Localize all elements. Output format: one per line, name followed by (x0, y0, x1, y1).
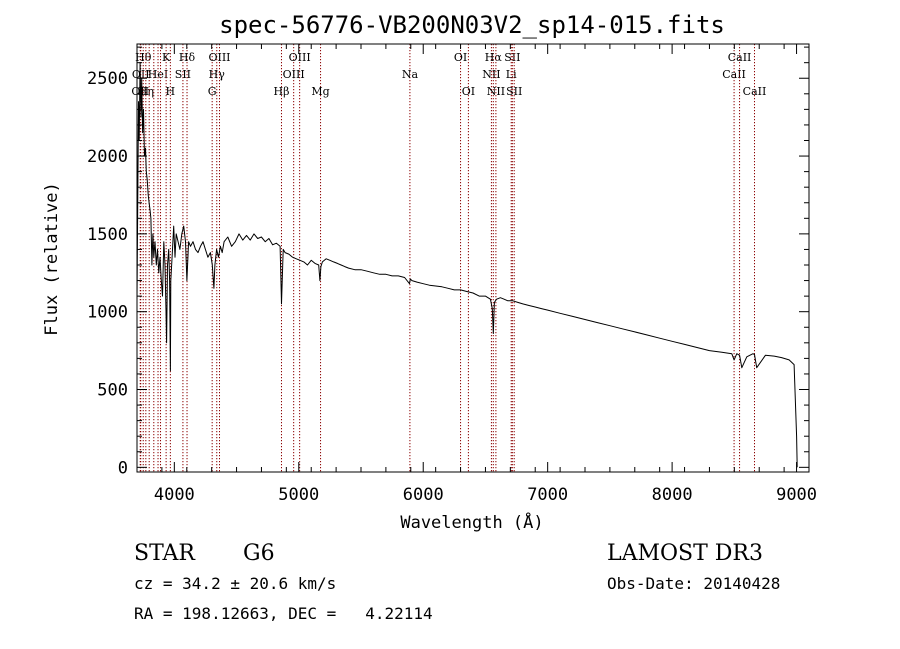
marker-label: H (166, 85, 176, 98)
marker-label: OIII (289, 51, 311, 64)
y-tick-label: 1000 (87, 303, 128, 323)
marker-label: G (208, 85, 217, 98)
marker-label: Li (506, 68, 517, 81)
y-tick-label: 500 (97, 381, 128, 401)
x-axis-label: Wavelength (Å) (400, 511, 543, 533)
y-tick-label: 2000 (87, 147, 128, 167)
marker-label: CaII (743, 85, 767, 98)
marker-label: K (162, 51, 171, 64)
marker-label: Hδ (179, 51, 196, 64)
x-tick-label: 6000 (403, 485, 444, 505)
axes: 4000 5000 6000 7000 8000 9000 0 500 1000 1500 2000… (87, 43, 817, 505)
survey-name: LAMOST DR3 (607, 541, 763, 566)
marker-label: OIII (208, 51, 230, 64)
marker-label: NII (487, 85, 505, 98)
marker-label: SII (504, 51, 520, 64)
marker-label: Hβ (274, 85, 290, 98)
y-tick-label: 2500 (87, 69, 128, 89)
x-tick-label: 7000 (527, 485, 568, 505)
x-tick-label: 9000 (776, 485, 817, 505)
y-tick-label: 0 (118, 458, 128, 478)
spectrum-line (136, 62, 798, 468)
x-tick-label: 8000 (652, 485, 693, 505)
y-axis-label: Flux (relative) (42, 182, 62, 336)
y-tick-label: 1500 (87, 225, 128, 245)
marker-label: NII (482, 68, 500, 81)
x-tick-label: 4000 (154, 485, 195, 505)
marker-label: CaII (722, 68, 746, 81)
marker-label: Na (402, 68, 419, 81)
marker-label: HeI (148, 68, 168, 81)
x-tick-label: 5000 (278, 485, 319, 505)
marker-label: Hθ (135, 51, 152, 64)
marker-label: SII (175, 68, 191, 81)
chart-title: spec-56776-VB200N03V2_sp14-015.fits (219, 11, 725, 39)
marker-label: OIII (283, 68, 305, 81)
marker-label: CaII (728, 51, 752, 64)
marker-label: OI (454, 51, 467, 64)
object-subclass: G6 (243, 541, 275, 566)
marker-label: OI (462, 85, 475, 98)
marker-label: SII (506, 85, 522, 98)
series-layer (136, 62, 798, 468)
coordinates: RA = 198.12663, DEC = 4.22114 (134, 604, 433, 623)
redshift-value: cz = 34.2 ± 20.6 km/s (134, 574, 336, 593)
object-class: STAR (134, 541, 196, 566)
plot-frame (136, 43, 810, 473)
marker-label: Hγ (209, 68, 226, 81)
marker-label: Mg (311, 85, 329, 98)
observation-date: Obs-Date: 20140428 (607, 574, 780, 593)
marker-label: Hα (485, 51, 503, 64)
